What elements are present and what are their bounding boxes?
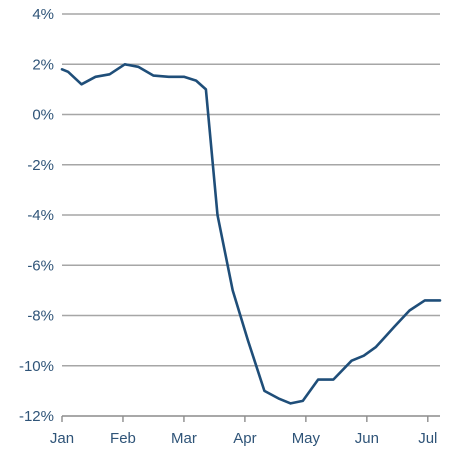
x-axis-tick-labels: Jan Feb Mar Apr May Jun Jul xyxy=(50,430,437,447)
y-tick-label: -10% xyxy=(19,358,54,375)
y-tick-label: -4% xyxy=(27,207,54,224)
x-axis xyxy=(61,415,440,422)
y-tick-label: 2% xyxy=(32,56,54,73)
x-tick-label: Jun xyxy=(355,430,379,447)
y-tick-label: 4% xyxy=(32,6,54,23)
y-tick-label: -6% xyxy=(27,257,54,274)
x-tick-label: Jan xyxy=(50,430,74,447)
y-axis-tick-labels: 4% 2% 0% -2% -4% -6% -8% -10% -12% xyxy=(19,6,54,425)
y-tick-label: 0% xyxy=(32,107,54,124)
x-tick-label: Feb xyxy=(110,430,136,447)
x-tick-label: Mar xyxy=(171,430,197,447)
x-tick-label: May xyxy=(292,430,321,447)
series-layer xyxy=(60,63,442,405)
x-tick-label: Apr xyxy=(233,430,256,447)
y-tick-label: -8% xyxy=(27,308,54,325)
y-tick-label: -2% xyxy=(27,157,54,174)
series-line xyxy=(60,63,442,405)
y-tick-label: -12% xyxy=(19,408,54,425)
x-tick-label: Jul xyxy=(418,430,437,447)
